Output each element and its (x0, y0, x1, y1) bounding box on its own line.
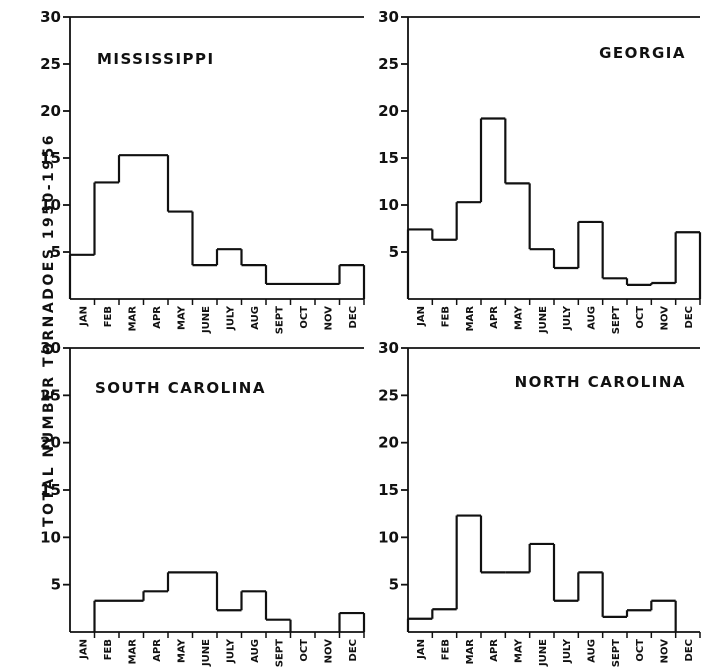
month-label: AUG (587, 639, 598, 663)
month-label: FEB (441, 306, 452, 327)
month-label: MAY (176, 305, 187, 330)
month-label: MAR (127, 306, 138, 332)
y-tick-label: 5 (51, 243, 61, 261)
month-label: APR (489, 306, 500, 329)
month-label: DEC (348, 306, 359, 328)
month-label: OCT (635, 306, 646, 329)
month-label: JAN (78, 639, 89, 660)
y-tick-label: 15 (40, 149, 61, 167)
chart-panel-1: 5 10 15 20 25 30 JAN FEB MAR APR MAY JUNE JULY AUG SEP… (378, 8, 702, 334)
month-label: AUG (250, 639, 261, 663)
y-tick-label: 20 (40, 102, 61, 120)
month-label: JULY (225, 638, 236, 664)
month-label: DEC (684, 639, 695, 661)
month-label: APR (152, 306, 163, 329)
month-label: OCT (635, 639, 646, 662)
month-label: FEB (103, 639, 114, 660)
y-tick-label: 30 (378, 339, 399, 357)
month-label: NOV (660, 306, 671, 331)
y-tick-label: 30 (40, 8, 61, 26)
month-label: MAR (465, 639, 476, 665)
month-label: JAN (78, 306, 89, 327)
y-tick-label: 10 (378, 196, 399, 214)
month-label: NOV (323, 639, 334, 664)
y-tick-label: 20 (378, 102, 399, 120)
month-label: SEPT (611, 639, 622, 667)
month-label: JULY (562, 638, 573, 664)
month-label: FEB (103, 306, 114, 327)
month-label: NOV (323, 306, 334, 331)
month-label: JUNE (201, 306, 212, 334)
month-label: JAN (416, 639, 427, 660)
panel-title: GEORGIA (599, 44, 686, 62)
y-tick-label: 30 (40, 339, 61, 357)
month-label: NOV (660, 639, 671, 664)
y-tick-label: 25 (378, 55, 399, 73)
month-label: MAY (514, 305, 525, 330)
y-tick-label: 15 (378, 149, 399, 167)
y-tick-label: 10 (40, 196, 61, 214)
panel-title: MISSISSIPPI (97, 50, 215, 68)
month-label: DEC (684, 306, 695, 328)
panel-title: NORTH CAROLINA (515, 373, 686, 391)
chart-panel-2: 5 10 15 20 25 30 JAN FEB MAR APR MAY JUNE JULY AUG SEP… (40, 339, 366, 667)
y-tick-label: 10 (40, 528, 61, 546)
month-label: SEPT (274, 306, 285, 334)
y-tick-label: 30 (378, 8, 399, 26)
month-label: MAY (176, 638, 187, 663)
month-label: DEC (348, 639, 359, 661)
panel-title: SOUTH CAROLINA (95, 379, 266, 397)
month-label: MAR (127, 639, 138, 665)
chart-panel-0: 5 10 15 20 25 30 JAN FEB MAR APR MAY JUNE JULY AUG SEP… (40, 8, 366, 334)
month-label: OCT (299, 639, 310, 662)
month-label: SEPT (274, 639, 285, 667)
month-label: AUG (587, 306, 598, 330)
month-label: FEB (441, 639, 452, 660)
y-tick-label: 5 (389, 243, 399, 261)
y-tick-label: 25 (40, 55, 61, 73)
y-tick-label: 20 (40, 434, 61, 452)
y-tick-label: 15 (378, 481, 399, 499)
month-label: OCT (299, 306, 310, 329)
y-tick-label: 25 (378, 386, 399, 404)
month-label: JUNE (538, 639, 549, 667)
y-tick-label: 5 (389, 576, 399, 594)
month-label: JUNE (201, 639, 212, 667)
y-tick-label: 10 (378, 528, 399, 546)
month-label: JAN (416, 306, 427, 327)
y-tick-label: 5 (51, 576, 61, 594)
month-label: JULY (225, 305, 236, 331)
month-label: AUG (250, 306, 261, 330)
month-label: APR (152, 639, 163, 662)
chart-panel-3: 5 10 15 20 25 30 JAN FEB MAR APR MAY JUNE JULY AUG SEP… (378, 339, 701, 667)
month-label: JUNE (538, 306, 549, 334)
y-tick-label: 15 (40, 481, 61, 499)
y-tick-label: 20 (378, 434, 399, 452)
y-tick-label: 25 (40, 386, 61, 404)
month-label: APR (489, 639, 500, 662)
month-label: SEPT (611, 306, 622, 334)
month-label: JULY (562, 305, 573, 331)
y-axis-label: TOTAL NUMBER TORNADOES 1950-1956 (41, 133, 57, 527)
month-label: MAY (514, 638, 525, 663)
month-label: MAR (465, 306, 476, 332)
